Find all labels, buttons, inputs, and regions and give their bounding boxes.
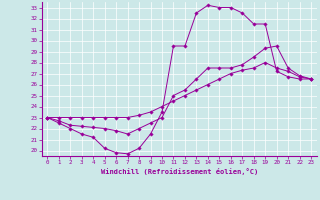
X-axis label: Windchill (Refroidissement éolien,°C): Windchill (Refroidissement éolien,°C) bbox=[100, 168, 258, 175]
